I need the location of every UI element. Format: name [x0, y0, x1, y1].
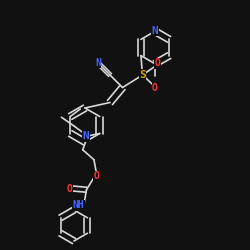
Text: N: N: [95, 58, 101, 68]
Text: S: S: [139, 70, 146, 80]
Text: O: O: [152, 82, 158, 92]
Text: O: O: [66, 184, 72, 194]
Text: NH: NH: [72, 200, 84, 210]
Text: N: N: [152, 26, 158, 36]
Text: O: O: [154, 58, 160, 68]
Text: N: N: [82, 131, 89, 141]
Text: O: O: [94, 171, 100, 181]
